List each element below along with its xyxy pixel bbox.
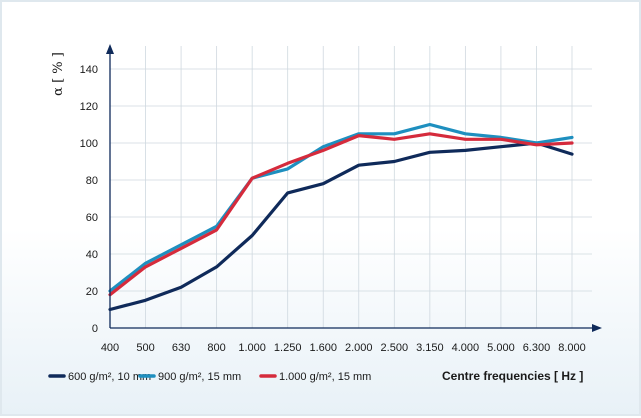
legend: 600 g/m², 10 mm 900 g/m², 15 mm 1.000 g/m²… xyxy=(48,371,371,383)
y-axis-label: α [ % ] xyxy=(51,52,66,96)
series-layer xyxy=(108,122,574,312)
y-tick-labels: 0 20 40 60 80 100 120 140 xyxy=(80,64,98,335)
y-tick-label: 20 xyxy=(86,286,98,298)
x-tick-label: 500 xyxy=(136,342,154,354)
y-tick-label: 140 xyxy=(80,64,98,76)
x-tick-label: 2.000 xyxy=(345,342,373,354)
x-tick-label: 3.150 xyxy=(416,342,444,354)
x-tick-labels: 400 500 630 800 1.000 1.250 1.600 2.000 2.500 3.1… xyxy=(101,342,586,354)
x-axis-label: Centre frequencies [ Hz ] xyxy=(442,369,583,383)
x-tick-label: 8.000 xyxy=(558,342,586,354)
series-line-2 xyxy=(108,122,574,293)
y-tick-label: 80 xyxy=(86,175,98,187)
y-tick-label: 120 xyxy=(80,101,98,113)
y-tick-label: 60 xyxy=(86,212,98,224)
legend-label: 1.000 g/m², 15 mm xyxy=(279,371,371,383)
y-tick-label: 40 xyxy=(86,249,98,261)
x-tick-label: 1.600 xyxy=(309,342,337,354)
y-axis-arrow xyxy=(106,44,114,54)
x-tick-label: 1.250 xyxy=(274,342,302,354)
axes xyxy=(106,44,602,332)
x-tick-label: 800 xyxy=(207,342,225,354)
series-line-1 xyxy=(108,141,574,312)
x-tick-label: 630 xyxy=(172,342,190,354)
y-tick-label: 100 xyxy=(80,138,98,150)
x-tick-label: 5.000 xyxy=(487,342,515,354)
series-line-3 xyxy=(108,132,574,297)
legend-label: 900 g/m², 15 mm xyxy=(158,371,241,383)
y-tick-label: 0 xyxy=(92,323,98,335)
x-tick-label: 6.300 xyxy=(523,342,551,354)
x-tick-label: 4.000 xyxy=(452,342,480,354)
grid xyxy=(110,46,592,328)
x-tick-label: 2.500 xyxy=(381,342,409,354)
legend-label: 600 g/m², 10 mm xyxy=(68,371,151,383)
x-axis-arrow xyxy=(592,324,602,332)
x-tick-label: 400 xyxy=(101,342,119,354)
x-tick-label: 1.000 xyxy=(238,342,266,354)
